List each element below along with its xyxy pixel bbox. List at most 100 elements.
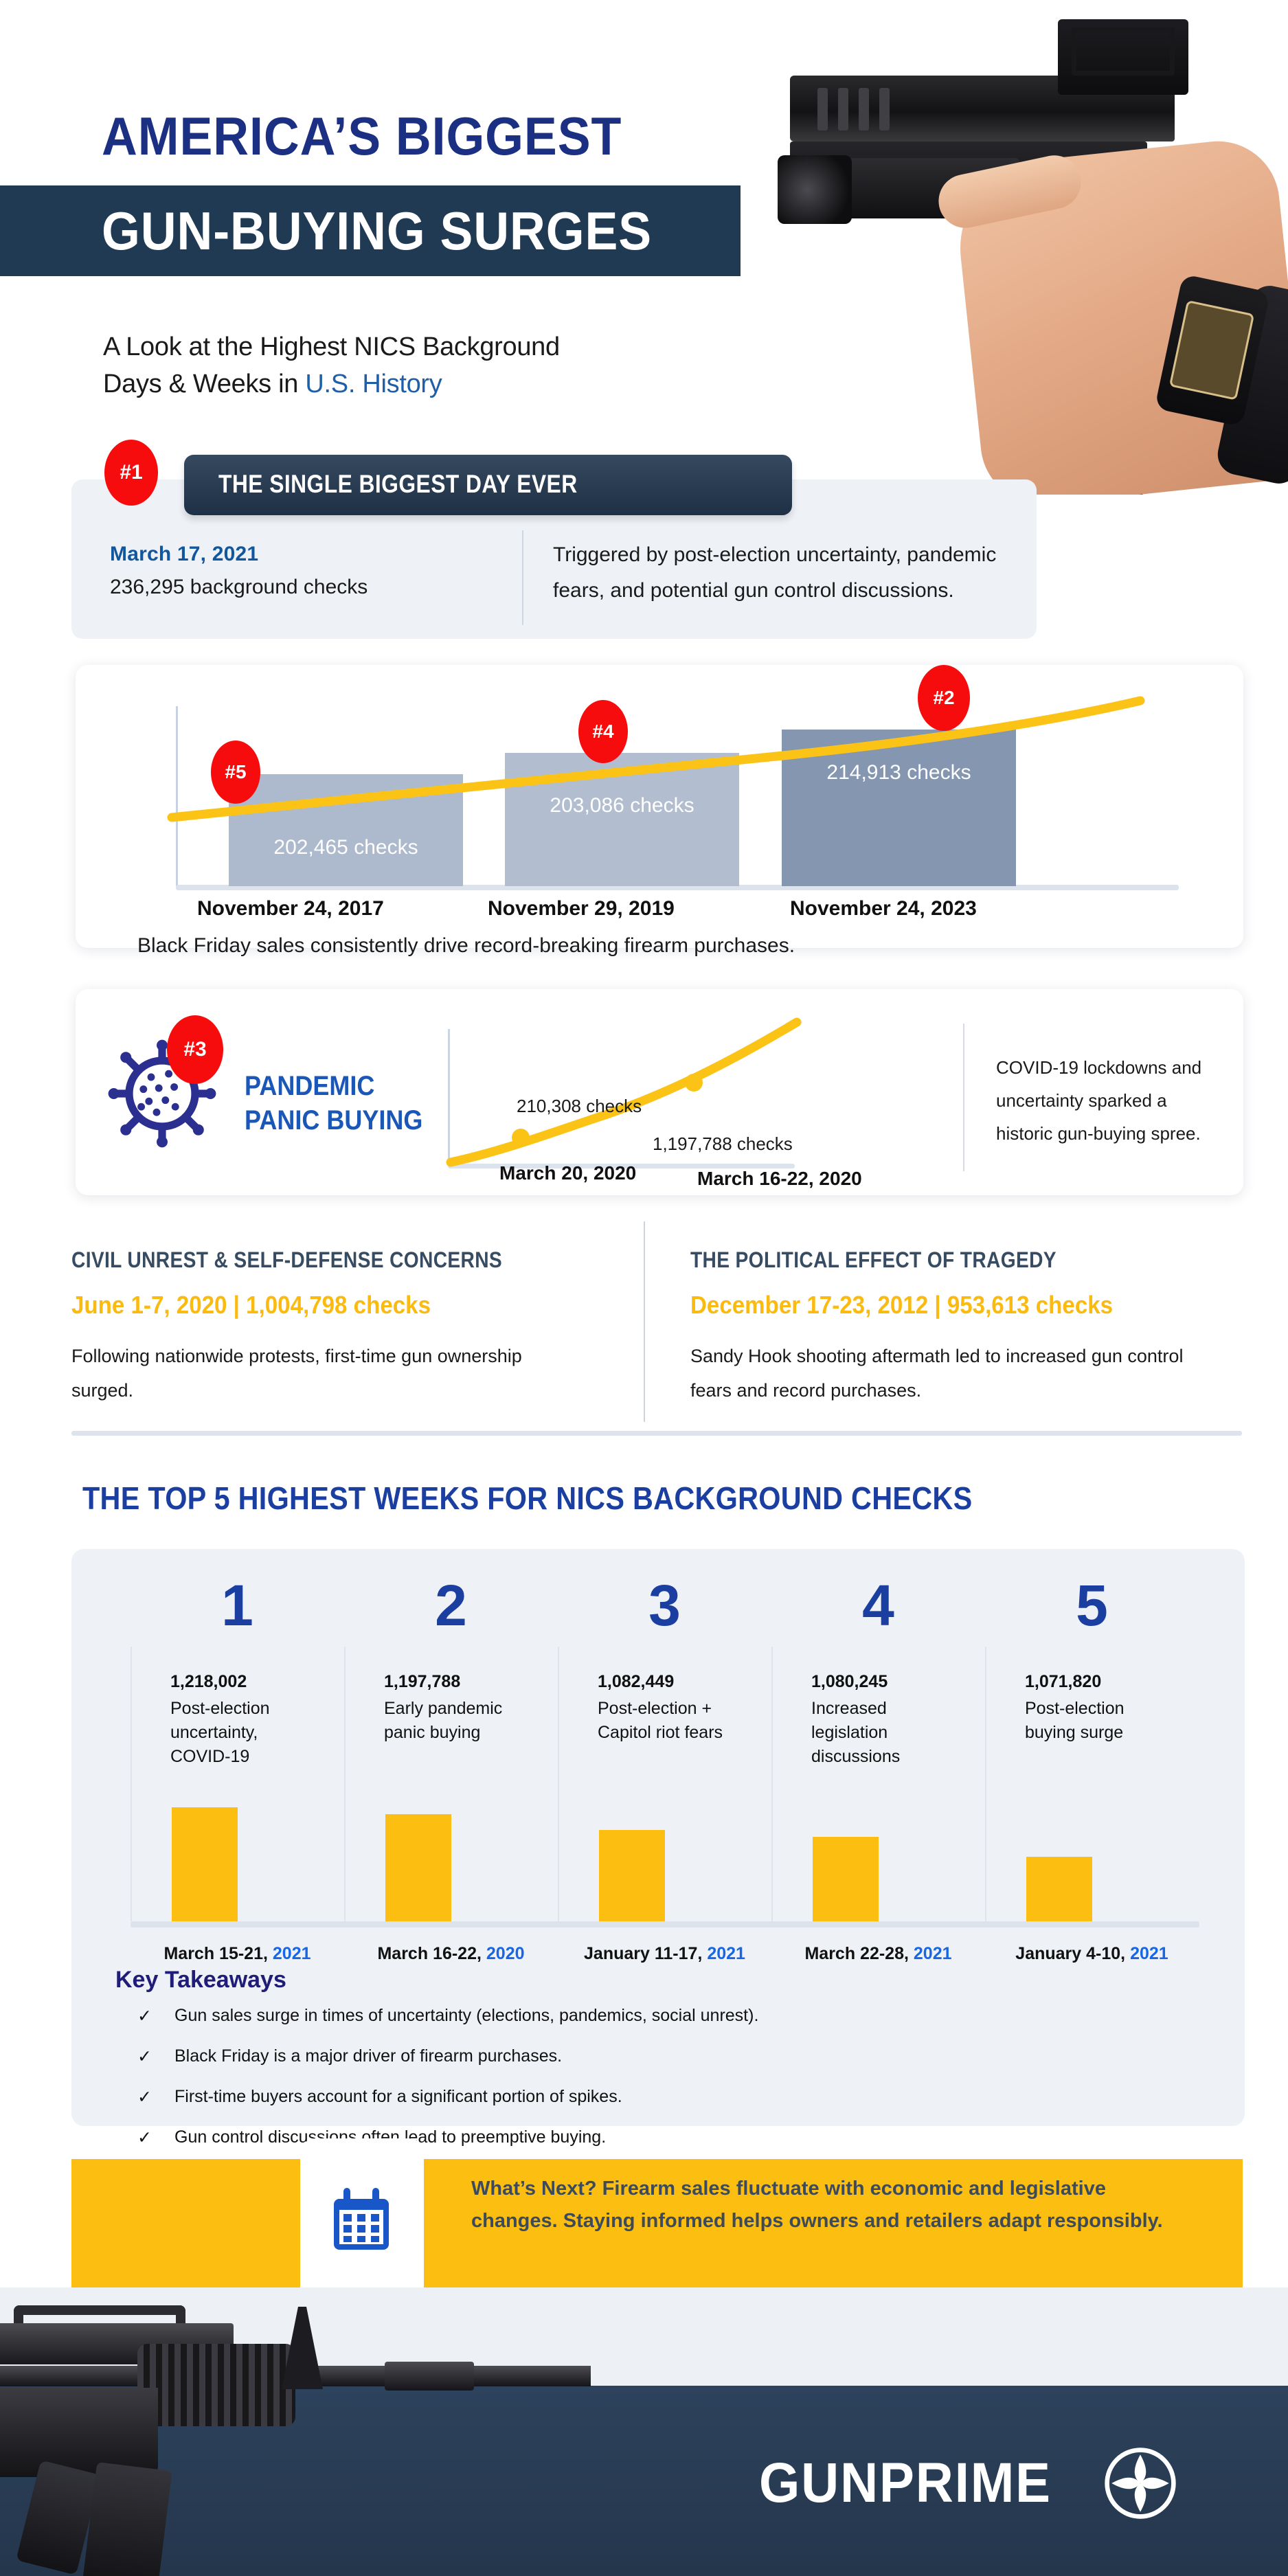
top5-column-3: 3 1,082,449 Post-election + Capitol riot… <box>558 1574 771 1966</box>
pandemic-title-line2: PANIC BUYING <box>245 1105 423 1136</box>
top5-column-4: 4 1,080,245 Increased legislation discus… <box>771 1574 985 1966</box>
top5-column-separator <box>131 1647 132 1921</box>
top5-bar-2 <box>385 1814 451 1921</box>
top5-value-4: 1,080,245 <box>811 1672 888 1691</box>
hero-subtitle-highlight: U.S. History <box>305 370 442 398</box>
key-takeaway-item: ✓ Black Friday is a major driver of fire… <box>137 2046 1133 2087</box>
top5-baseline <box>131 1921 1199 1928</box>
political-tragedy-heading: THE POLITICAL EFFECT OF TRAGEDY <box>690 1247 1057 1272</box>
top5-value-1: 1,218,002 <box>170 1672 247 1691</box>
top5-rank-4: 4 <box>862 1573 894 1638</box>
rank-badge-1: #1 <box>104 440 158 506</box>
hero-section: AMERICA’S BIGGEST GUN-BUYING SURGES A Lo… <box>0 0 1288 522</box>
top5-date-5: January 4-10, 2021 <box>985 1944 1199 1964</box>
political-tragedy-block: THE POLITICAL EFFECT OF TRAGEDY December… <box>690 1247 1226 1408</box>
top5-date-year-1: 2021 <box>272 1944 311 1963</box>
top5-bar-5 <box>1026 1857 1092 1921</box>
civil-unrest-stat: June 1-7, 2020 | 1,004,798 checks <box>71 1291 431 1319</box>
hero-subtitle: A Look at the Highest NICS Background Da… <box>103 328 560 403</box>
top5-column-2: 2 1,197,788 Early pandemic panic buying <box>344 1574 558 1966</box>
top5-rank-3: 3 <box>648 1573 681 1638</box>
black-friday-note: Black Friday sales consistently drive re… <box>137 934 795 957</box>
top5-date-main-3: January 11-17, <box>584 1944 703 1963</box>
black-friday-trend-line <box>167 696 1145 822</box>
pandemic-point-b <box>685 1074 703 1092</box>
check-icon: ✓ <box>137 2047 152 2066</box>
biggest-day-date: March 17, 2021 <box>110 543 259 565</box>
black-friday-x-label-2017: November 24, 2017 <box>197 897 384 920</box>
rank-badge-2: #2 <box>918 665 970 731</box>
biggest-day-ribbon: THE SINGLE BIGGEST DAY EVER <box>184 455 792 515</box>
rifle-lower-receiver <box>0 2388 158 2477</box>
civil-unrest-block: CIVIL UNREST & SELF-DEFENSE CONCERNS Jun… <box>71 1247 552 1408</box>
biggest-day-ribbon-label: THE SINGLE BIGGEST DAY EVER <box>218 470 578 498</box>
top5-date-1: March 15-21, 2021 <box>131 1944 344 1964</box>
black-friday-x-label-2023: November 24, 2023 <box>790 897 977 920</box>
biggest-day-divider <box>522 530 523 625</box>
top5-reason-4: Increased legislation discussions <box>811 1699 901 1766</box>
section-rule <box>71 1431 1242 1436</box>
rank-badge-3: #3 <box>167 1015 223 1084</box>
pandemic-y-axis <box>448 1029 450 1166</box>
pandemic-line-chart <box>446 1017 802 1167</box>
biggest-day-checks: 236,295 background checks <box>110 576 368 598</box>
rifle-magazine <box>82 2461 172 2576</box>
top5-date-labels: March 15-21, 2021 March 16-22, 2020 Janu… <box>131 1944 1199 1971</box>
hero-navy-band <box>0 185 741 276</box>
watch-face <box>1168 300 1255 400</box>
pandemic-x-axis <box>448 1164 795 1168</box>
hero-handgun-image <box>728 14 1288 495</box>
top5-reason-2: Early pandemic panic buying <box>384 1699 503 1742</box>
pandemic-description: COVID-19 lockdowns and uncertainty spark… <box>996 1057 1202 1144</box>
pandemic-divider <box>963 1024 964 1171</box>
key-takeaway-item: ✓ First-time buyers account for a signif… <box>137 2087 1133 2127</box>
slide-serrations <box>817 88 920 131</box>
top5-column-separator <box>344 1647 346 1921</box>
top5-value-2: 1,197,788 <box>384 1672 461 1691</box>
crosshair-circle-icon <box>1105 2448 1176 2519</box>
political-tragedy-body: Sandy Hook shooting aftermath led to inc… <box>690 1346 1184 1401</box>
top5-column-5: 5 1,071,820 Post-election buying surge <box>985 1574 1199 1966</box>
calendar-icon <box>334 2188 389 2250</box>
top5-date-4: March 22-28, 2021 <box>771 1944 985 1964</box>
top5-rank-5: 5 <box>1076 1573 1108 1638</box>
top5-date-main-5: January 4-10, <box>1015 1944 1126 1963</box>
key-takeaways-list: ✓ Gun sales surge in times of uncertaint… <box>137 2006 1133 2168</box>
key-takeaway-text: Black Friday is a major driver of firear… <box>174 2046 563 2066</box>
black-friday-bar-label-2023: 214,913 checks <box>826 761 971 784</box>
two-column-divider <box>644 1221 645 1422</box>
biggest-day-stats: March 17, 2021 236,295 background checks <box>110 543 467 599</box>
top5-reason-3: Post-election + Capitol riot fears <box>598 1699 723 1742</box>
pandemic-value-label-b: 1,197,788 checks <box>653 1133 793 1154</box>
top5-date-main-2: March 16-22, <box>377 1944 482 1963</box>
black-friday-bar-label-2017: 202,465 checks <box>273 836 418 859</box>
rifle-handguard <box>137 2344 295 2426</box>
top5-rank-1: 1 <box>221 1573 253 1638</box>
cta-banner <box>71 2159 1243 2293</box>
biggest-day-description: Triggered by post-election uncertainty, … <box>553 543 997 602</box>
civil-unrest-heading: CIVIL UNREST & SELF-DEFENSE CONCERNS <box>71 1247 503 1272</box>
top5-column-separator <box>985 1647 986 1921</box>
top5-rank-2: 2 <box>435 1573 467 1638</box>
key-takeaways-title: Key Takeaways <box>115 1967 286 1993</box>
black-friday-x-labels: November 24, 2017 November 29, 2019 Nove… <box>179 897 1182 927</box>
top5-column-separator <box>771 1647 773 1921</box>
top5-heading: THE TOP 5 HIGHEST WEEKS FOR NICS BACKGRO… <box>82 1480 973 1516</box>
black-friday-x-axis <box>176 885 1179 890</box>
check-icon: ✓ <box>137 2007 152 2026</box>
top5-column-separator <box>558 1647 559 1921</box>
pandemic-title-line1: PANDEMIC <box>245 1071 375 1101</box>
civil-unrest-body: Following nationwide protests, first-tim… <box>71 1346 522 1401</box>
rifle-carry-handle <box>14 2305 185 2337</box>
key-takeaway-text: Gun sales surge in times of uncertainty … <box>174 2006 759 2025</box>
top5-date-year-4: 2021 <box>913 1944 952 1963</box>
black-friday-y-axis <box>176 706 178 886</box>
top5-value-5: 1,071,820 <box>1025 1672 1102 1691</box>
brand-logo[interactable]: GUNPRIME <box>759 2445 1212 2521</box>
key-takeaway-item: ✓ Gun sales surge in times of uncertaint… <box>137 2006 1133 2046</box>
weapon-light-lens <box>778 155 852 224</box>
black-friday-bar-label-2019: 203,086 checks <box>550 794 694 817</box>
pandemic-point-a <box>512 1129 530 1146</box>
top5-reason-1: Post-election uncertainty, COVID-19 <box>170 1699 270 1766</box>
